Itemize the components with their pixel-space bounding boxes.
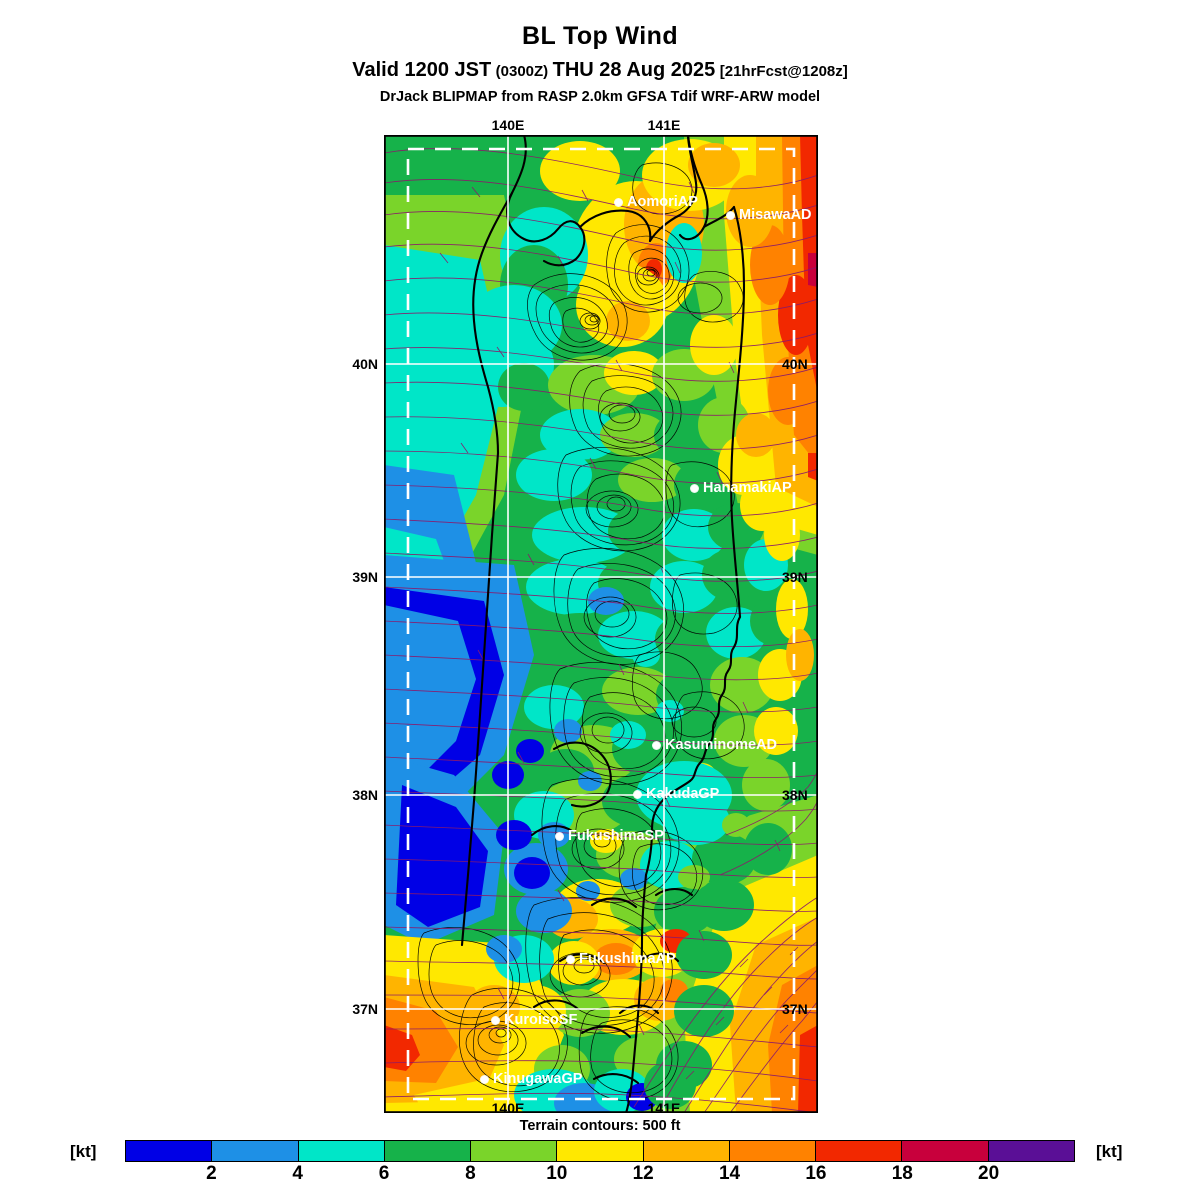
colorbar-segment [815,1141,902,1161]
colorbar-segment [297,1141,384,1161]
colorbar-unit-right: [kt] [1096,1142,1123,1161]
weather-map[interactable]: AomoriAP MisawaAD HanamakiAP KasuminomeAD Ka… [384,135,818,1113]
colorbar-tick: 18 [891,1163,913,1184]
lat-tick-left: 39N [352,569,378,585]
valid-time-line: Valid 1200 JST (0300Z) THU 28 Aug 2025 [… [0,60,1200,80]
lat-tick-left: 38N [352,787,378,803]
page-title: BL Top Wind [522,22,678,50]
colorbar-segment [383,1141,471,1161]
colorbar-segment [642,1141,729,1161]
colorbar-tick: 2 [206,1163,217,1184]
colorbar-tick: 12 [632,1163,654,1184]
wind-speed-field [384,135,818,1113]
colorbar-unit-left: [kt] [70,1142,97,1161]
colorbar-tick-labels: 2 4 6 8 10 12 14 16 18 20 [125,1164,1075,1188]
lat-tick-right: 37N [782,1001,808,1017]
colorbar-segment [987,1141,1074,1161]
lat-tick-left: 40N [352,356,378,372]
lat-tick-right: 38N [782,787,808,803]
valid-date: THU 28 Aug 2025 [552,59,716,81]
forecast-tag: [21hrFcst@1208z] [719,63,848,80]
model-description: DrJack BLIPMAP from RASP 2.0km GFSA Tdif… [379,89,821,105]
valid-time-utc: (0300Z) [495,63,549,80]
colorbar-segment [728,1141,816,1161]
colorbar-tick: 14 [718,1163,741,1184]
lat-tick-right: 39N [782,569,808,585]
valid-time-local: Valid 1200 JST [352,59,492,81]
colorbar-legend: [kt] [kt] 2 4 6 8 10 12 14 16 18 20 [0,1140,1200,1200]
colorbar-segment [126,1141,212,1161]
lat-tick-right: 40N [782,356,808,372]
colorbar-segment [211,1141,298,1161]
lon-tick-top: 140E [491,117,525,133]
lat-tick-left: 37N [352,1001,378,1017]
colorbar-gradient[interactable] [125,1140,1075,1162]
title-block: BL Top Wind Valid 1200 JST (0300Z) THU 2… [0,0,1200,105]
colorbar-segment [470,1141,557,1161]
colorbar-tick: 16 [805,1163,827,1184]
lon-tick-bottom: 140E [491,1100,525,1116]
colorbar-tick: 20 [978,1163,1000,1184]
terrain-contour-caption: Terrain contours: 500 ft [519,1118,681,1134]
lon-tick-top: 141E [647,117,681,133]
colorbar-segment [556,1141,643,1161]
lon-tick-bottom: 141E [647,1100,681,1116]
colorbar-tick: 6 [378,1163,390,1184]
colorbar-tick: 4 [292,1163,304,1184]
colorbar-tick: 8 [465,1163,476,1184]
colorbar-tick: 10 [546,1163,568,1184]
colorbar-segment [901,1141,988,1161]
